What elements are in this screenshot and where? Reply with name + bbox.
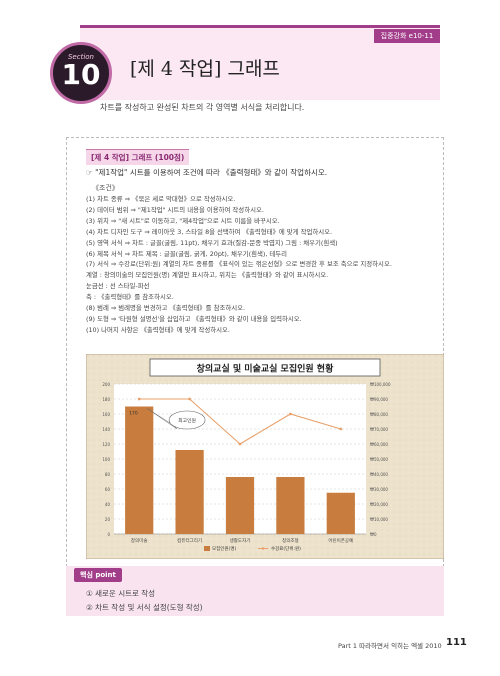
bar-data-label: 170 xyxy=(129,411,138,417)
legend-swatch-bars xyxy=(204,546,210,551)
condition-item: (7) 서식 ⇒ 수강료(단위:원) 계열의 차트 종류를 《표식이 있는 꺾은… xyxy=(86,260,392,269)
category-label: 창의미술 xyxy=(131,537,148,544)
page-number: 111 xyxy=(446,637,467,648)
bar xyxy=(225,477,255,534)
category-label: 창의조형 xyxy=(282,537,299,544)
primary-tick-label: 160 xyxy=(102,412,110,417)
section-number: 10 xyxy=(61,58,101,91)
line-point xyxy=(289,412,292,416)
bar xyxy=(326,492,355,534)
secondary-tick-label: ₩70,000 xyxy=(370,427,388,432)
condition-item: (3) 위치 ⇒ "새 시트"로 이동하고, "제4작업"으로 시트 이름을 바… xyxy=(86,216,280,225)
secondary-tick-label: ₩30,000 xyxy=(370,487,388,492)
condition-item: 계열 : 창의미술의 모집인원(명) 계열만 표시하고, 위치는 《출력형태》와… xyxy=(86,271,329,280)
category-label: 컴퓨터그리기 xyxy=(177,537,202,544)
key-point-item: ② 차트 작성 및 서식 설정(도형 작성) xyxy=(86,603,203,612)
condition-item: (2) 데이터 범위 ⇒ "제1작업" 시트의 내용을 이용하여 작성하시오. xyxy=(86,205,264,214)
secondary-tick-label: ₩0 xyxy=(370,532,377,537)
page-title: [제 4 작업] 그래프 xyxy=(130,58,280,80)
secondary-tick-label: ₩90,000 xyxy=(370,397,388,402)
condition-item: (1) 차트 종류 ⇒ 《묶은 세로 막대형》으로 작성하시오. xyxy=(86,195,236,203)
conditions-title: 《조건》 xyxy=(92,184,119,192)
primary-tick-label: 0 xyxy=(107,532,110,537)
secondary-tick-label: ₩100,000 xyxy=(370,382,391,387)
condition-item: (6) 제목 서식 ⇒ 차트 제목 : 글꼴(굴림, 굵게, 20pt), 채우… xyxy=(86,249,288,258)
exercise-instruction: ☞ "제1작업" 시트를 이용하여 조건에 따라 《출력형태》와 같이 작업하시… xyxy=(86,168,328,177)
primary-tick-label: 140 xyxy=(102,427,110,432)
condition-item: (5) 영역 서식 ⇒ 차트 : 글꼴(굴림, 11pt), 채우기 효과(질감… xyxy=(86,238,338,247)
primary-tick-label: 180 xyxy=(102,397,110,402)
footer-text: Part 1 따라하면서 익히는 엑셀 2010 xyxy=(338,642,442,650)
legend-label-bars: 모집인원(명) xyxy=(212,545,236,552)
key-points-box xyxy=(66,566,444,616)
header-tab: 집중강화 e10-11 xyxy=(374,29,440,43)
primary-tick-label: 100 xyxy=(102,457,110,462)
condition-item: (4) 차트 디자인 도구 ⇒ 레이아웃 3, 스타일 8을 선택하여 《출력형… xyxy=(86,227,333,236)
chart-title-box xyxy=(149,358,381,377)
primary-tick-label: 40 xyxy=(105,502,111,507)
secondary-tick-label: ₩40,000 xyxy=(370,472,388,477)
chart-title: 창의교실 및 미술교실 모집인원 현황 xyxy=(197,363,334,375)
secondary-tick-label: ₩60,000 xyxy=(370,442,388,447)
combo-chart: 창의교실 및 미술교실 모집인원 현황 0 20 40 60 80 100 120 140 16… xyxy=(86,354,444,559)
primary-tick-label: 20 xyxy=(105,517,111,522)
callout-shape xyxy=(168,410,206,430)
line-point xyxy=(339,427,343,431)
conditions-list: (1) 차트 종류 ⇒ 《묶은 세로 막대형》으로 작성하시오. (2) 데이터… xyxy=(86,194,436,336)
exercise-label: [제 4 작업] 그래프 (100점) xyxy=(86,149,190,165)
primary-tick-label: 120 xyxy=(102,442,110,447)
callout-text: 최고인원 xyxy=(178,417,196,424)
secondary-tick-label: ₩20,000 xyxy=(370,502,388,507)
bar xyxy=(175,450,204,534)
section-word: Section xyxy=(67,53,94,61)
bar xyxy=(125,406,154,534)
legend-label-line: 수강료(단위:원) xyxy=(271,545,301,552)
condition-item: 눈금선 : 선 스타일-파선 xyxy=(86,282,150,291)
line-point xyxy=(188,397,191,401)
secondary-tick-label: ₩50,000 xyxy=(370,457,388,462)
condition-item: (9) 도형 ⇒ '타원형 설명선'을 삽입하고 《출력형태》와 같이 내용을 … xyxy=(86,314,302,323)
line-point xyxy=(238,442,242,446)
secondary-tick-label: ₩80,000 xyxy=(370,412,388,417)
line-point xyxy=(137,397,141,401)
key-points-tab: 핵심 point xyxy=(74,568,122,582)
primary-tick-label: 60 xyxy=(105,487,111,492)
legend-marker-line xyxy=(261,547,265,550)
section-badge: Section 10 xyxy=(50,42,112,104)
bar xyxy=(276,477,305,534)
condition-item: 축 : 《출력형태》를 참조하시오. xyxy=(86,293,174,302)
primary-tick-label: 80 xyxy=(105,472,111,477)
condition-item: (8) 범례 ⇒ 범례명을 변경하고 《출력형태》를 참조하시오. xyxy=(86,304,245,313)
category-label: 어린이폰공예 xyxy=(328,537,353,544)
primary-tick-label: 200 xyxy=(102,382,110,387)
page-subtitle: 차트를 작성하고 완성된 차트의 각 영역별 서식을 처리합니다. xyxy=(100,103,305,112)
secondary-tick-label: ₩10,000 xyxy=(370,517,388,522)
key-point-item: ① 새로운 시트로 작성 xyxy=(86,589,156,598)
condition-item: (10) 나머지 사항은 《출력형태》에 맞게 작성하시오. xyxy=(86,325,230,334)
category-label: 생활도자기 xyxy=(230,537,251,544)
